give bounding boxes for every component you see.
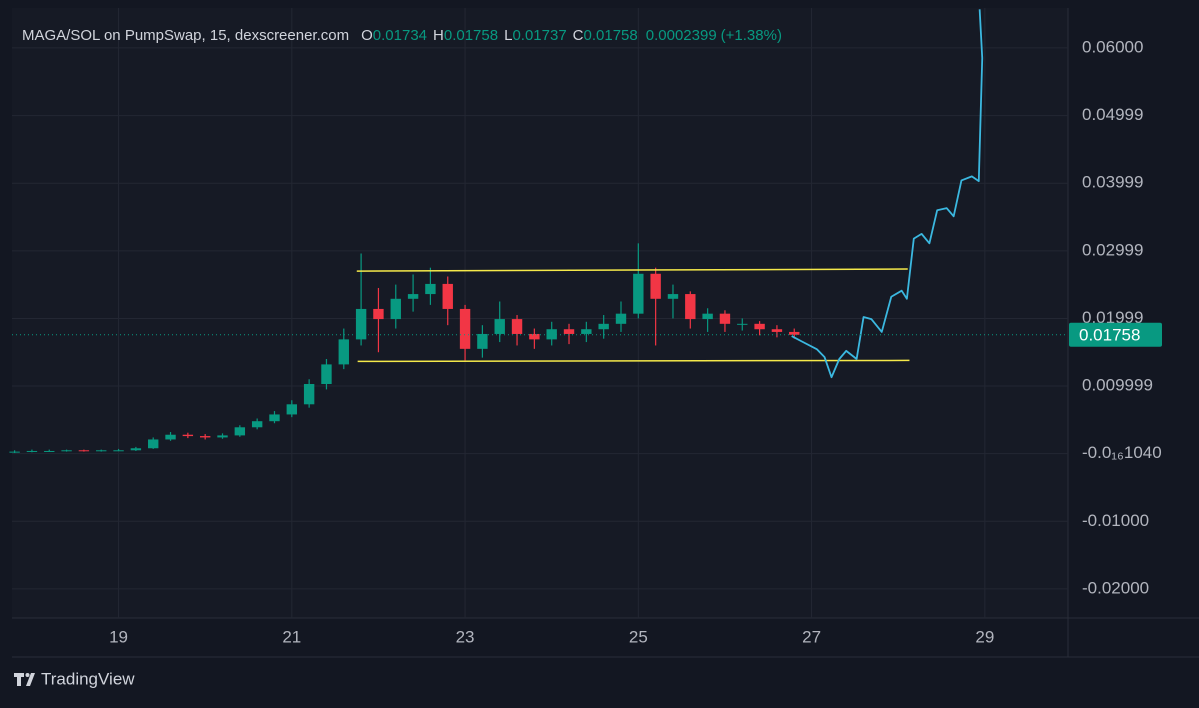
y-tick-label: 0.009999 bbox=[1082, 376, 1153, 395]
footer-brand: TradingView bbox=[41, 669, 135, 688]
candle-body bbox=[477, 333, 488, 349]
candle-body bbox=[338, 339, 349, 365]
candle-body bbox=[165, 434, 176, 440]
candle-body bbox=[355, 308, 367, 340]
y-tick-label: 0.06000 bbox=[1082, 37, 1143, 56]
candle-body bbox=[771, 329, 783, 332]
legend-field-name: C bbox=[573, 27, 584, 44]
candle-body bbox=[61, 450, 72, 452]
y-tick-label: -0.02000 bbox=[1082, 578, 1149, 597]
candle-body bbox=[511, 319, 523, 334]
candle-body bbox=[633, 273, 644, 314]
candle-body bbox=[581, 329, 592, 334]
candle-body bbox=[217, 435, 228, 438]
candle-body bbox=[199, 436, 211, 438]
candle-body bbox=[9, 451, 20, 453]
candle-body bbox=[26, 450, 38, 452]
candle-body bbox=[459, 308, 471, 349]
candle-body bbox=[96, 450, 107, 452]
candle-body bbox=[373, 308, 384, 320]
labels: 0.06000 0.04999 0.03999 0.02999 0.01999 0.009… bbox=[22, 27, 1162, 646]
x-tick-label: 19 bbox=[109, 627, 128, 646]
candle-body bbox=[113, 450, 124, 452]
last-price-box bbox=[1069, 322, 1162, 347]
y-tick-label: 0.04999 bbox=[1082, 105, 1143, 124]
channel-line bbox=[357, 359, 910, 363]
candle-body bbox=[546, 329, 557, 340]
x-tick-label: 29 bbox=[975, 627, 994, 646]
y-tick-label: 0.02999 bbox=[1082, 240, 1143, 259]
candle-body bbox=[425, 283, 436, 295]
legend-field-value: 0.01758 bbox=[584, 27, 638, 44]
candle-body bbox=[44, 450, 55, 452]
candle-body bbox=[390, 298, 401, 320]
candle-body bbox=[650, 273, 661, 299]
logo-dot bbox=[25, 673, 30, 677]
candle-body bbox=[303, 384, 315, 405]
legend-field-value: 0.01737 bbox=[512, 27, 566, 44]
y-tick-label: 0.03999 bbox=[1082, 173, 1143, 192]
plot-area bbox=[12, 8, 1068, 618]
x-tick-label: 25 bbox=[629, 627, 648, 646]
candle-body bbox=[286, 404, 298, 415]
legend: MAGA/SOL on PumpSwap, 15, dexscreener.co… bbox=[22, 27, 782, 44]
x-tick-label: 23 bbox=[456, 627, 475, 646]
candle-body bbox=[563, 329, 575, 334]
candle-body bbox=[685, 294, 696, 320]
legend-field-value: 0.01758 bbox=[444, 27, 498, 44]
legend-field-name: O bbox=[361, 27, 373, 44]
candle-body bbox=[737, 323, 748, 325]
candle-body bbox=[754, 323, 765, 330]
candle-body bbox=[130, 448, 142, 451]
legend-field-name: H bbox=[433, 27, 444, 44]
candle-body bbox=[719, 313, 731, 324]
candle-body bbox=[615, 313, 627, 324]
channel-line bbox=[356, 268, 908, 272]
legend-title: MAGA/SOL on PumpSwap, 15, dexscreener.co… bbox=[22, 27, 349, 44]
logo-icon bbox=[14, 673, 35, 686]
candle-body bbox=[269, 414, 280, 422]
candle-body bbox=[234, 427, 246, 436]
candle-body bbox=[148, 439, 159, 449]
y-tick-label: 0.01999 bbox=[1082, 308, 1143, 327]
logo: TradingView bbox=[14, 669, 135, 688]
legend-change-pct: (+1.38%) bbox=[721, 27, 782, 44]
y-tick-label: -0.01000 bbox=[1082, 511, 1149, 530]
legend-field-name: L bbox=[504, 27, 512, 44]
candle-body bbox=[251, 421, 263, 428]
candle-body bbox=[529, 333, 540, 340]
x-tick-label: 27 bbox=[802, 627, 821, 646]
candle-body bbox=[182, 434, 194, 437]
candle-body bbox=[789, 331, 800, 335]
candle-body bbox=[494, 319, 505, 334]
candle-body bbox=[598, 323, 609, 330]
x-tick-label: 21 bbox=[282, 627, 301, 646]
candle-body bbox=[407, 294, 419, 299]
candle-body bbox=[78, 450, 90, 452]
marks bbox=[9, 9, 1068, 453]
legend-change: 0.0002399 bbox=[646, 27, 717, 44]
last-price-label: 0.01758 bbox=[1079, 325, 1140, 344]
y-tick-label: -0.0₁₆1040 bbox=[1082, 443, 1162, 462]
projection-line bbox=[791, 9, 984, 379]
legend-field-value: 0.01734 bbox=[373, 27, 427, 44]
candle-body bbox=[667, 294, 679, 299]
candle-body bbox=[321, 364, 332, 385]
candle-body bbox=[442, 283, 453, 309]
candle-body bbox=[702, 313, 713, 320]
